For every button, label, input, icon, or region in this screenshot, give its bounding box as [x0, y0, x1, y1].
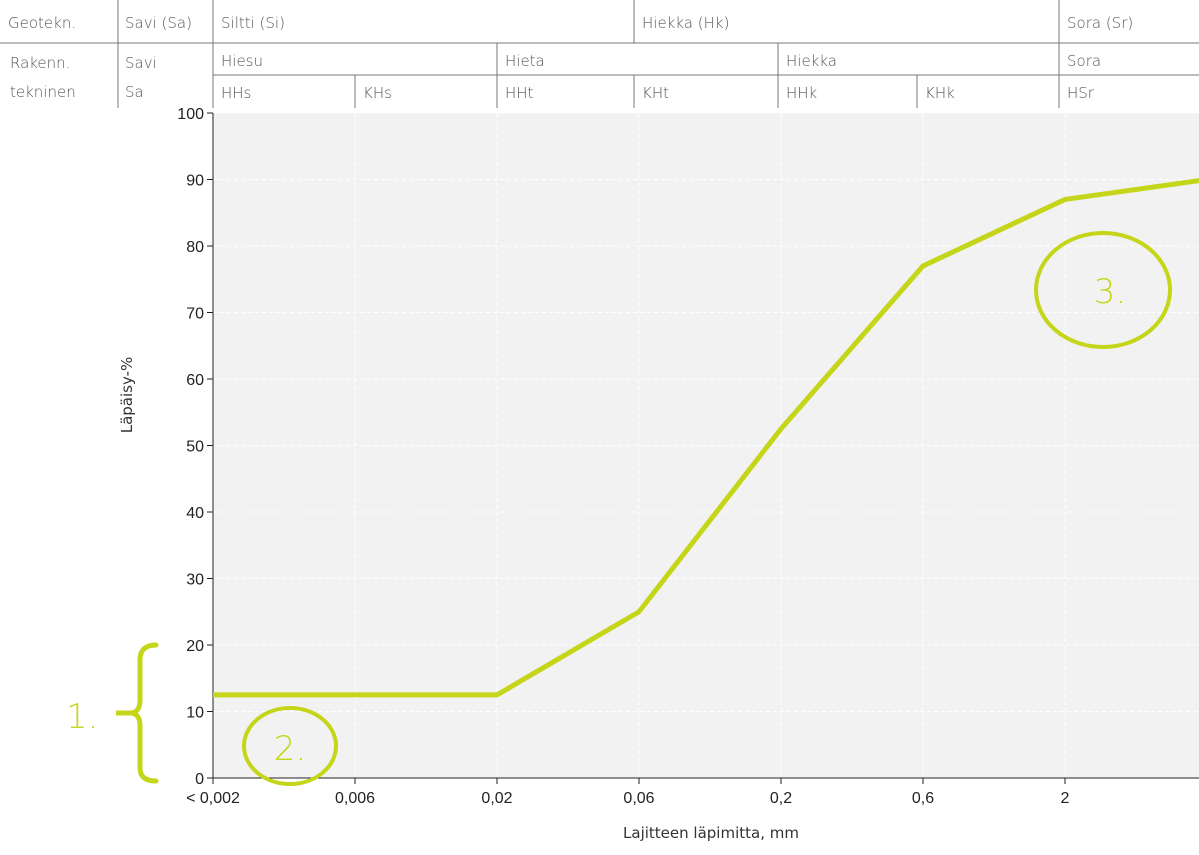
row-label-geotekn: Geotekn.: [8, 14, 76, 32]
annotation-1: 1.: [66, 642, 159, 784]
classification-table: [0, 0, 1199, 108]
geo-savi: Savi (Sa): [125, 14, 192, 32]
annotation-2-circle: [242, 706, 338, 786]
row-label-tekninen: tekninen: [10, 83, 76, 101]
row-label-rakenn: Rakenn.: [10, 54, 70, 72]
axes: [207, 112, 1199, 784]
y-tick-label: 50: [186, 439, 204, 456]
x-axis-label: Lajitteen läpimitta, mm: [623, 824, 799, 842]
sub-khk: KHk: [925, 84, 955, 102]
rak-hieta: Hieta: [505, 52, 545, 70]
geo-siltti: Siltti (Si): [221, 14, 285, 32]
y-tick-label: 40: [186, 505, 204, 522]
bracket-icon: [129, 642, 159, 784]
grid-lines: [213, 112, 1199, 778]
sub-hsr: HSr: [1067, 84, 1095, 102]
y-axis-label: Läpäisy-%: [118, 357, 136, 434]
annotation-2: 2.: [242, 706, 338, 786]
rak-savi-top: Savi: [125, 54, 157, 72]
y-tick-label: 100: [177, 106, 204, 123]
y-tick-label: 60: [186, 372, 204, 389]
rak-sora: Sora: [1067, 52, 1101, 70]
geo-hiekka: Hiekka (Hk): [642, 14, 729, 32]
x-tick-label: 0,006: [335, 790, 375, 807]
sub-hhs: HHs: [221, 84, 251, 102]
sub-khs: KHs: [363, 84, 392, 102]
y-tick-labels: 0 10 20 30 40 50 60 70 80 90 100: [177, 106, 204, 788]
rak-savi-bottom: Sa: [125, 83, 144, 101]
y-tick-label: 20: [186, 638, 204, 655]
classification-labels: Geotekn. Rakenn. tekninen Savi (Sa) Silt…: [8, 14, 1133, 102]
y-tick-label: 80: [186, 239, 204, 256]
grading-curve: [213, 178, 1199, 698]
y-tick-label: 70: [186, 306, 204, 323]
sub-hhk: HHk: [786, 84, 818, 102]
x-tick-label: 0,6: [912, 790, 934, 807]
x-tick-label: 2: [1061, 790, 1070, 807]
x-tick-label: 0,2: [770, 790, 792, 807]
annotation-3: 3.: [1034, 231, 1172, 349]
x-tick-label: < 0,002: [186, 790, 240, 807]
y-tick-label: 90: [186, 173, 204, 190]
sub-kht: KHt: [642, 84, 669, 102]
y-tick-label: 10: [186, 705, 204, 722]
x-tick-label: 0,06: [623, 790, 654, 807]
y-tick-label: 30: [186, 572, 204, 589]
geo-sora: Sora (Sr): [1067, 14, 1133, 32]
rak-hiesu: Hiesu: [221, 52, 263, 70]
x-tick-label: 0,02: [481, 790, 512, 807]
annotation-2-label: 2.: [274, 729, 306, 769]
sub-hht: HHt: [505, 84, 534, 102]
annotation-1-label: 1.: [66, 697, 98, 737]
y-tick-label: 0: [195, 771, 204, 788]
rak-hiekka: Hiekka: [786, 52, 837, 70]
annotation-3-circle: [1034, 231, 1172, 349]
annotation-3-label: 3.: [1094, 272, 1126, 312]
